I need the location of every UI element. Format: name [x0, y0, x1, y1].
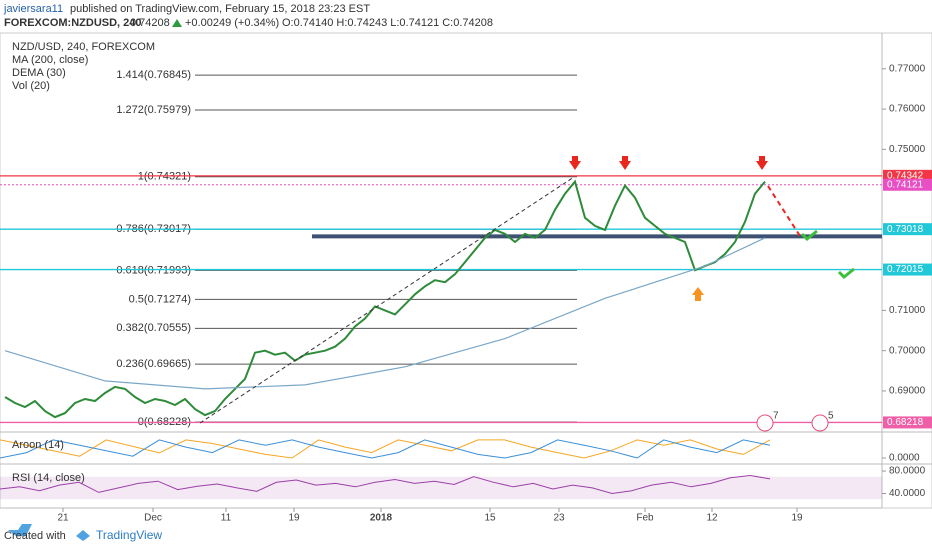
price-label: 0.74121 — [887, 179, 924, 190]
brand[interactable]: TradingView — [96, 528, 162, 542]
price-label-bg — [883, 178, 932, 191]
rsi-band — [0, 476, 882, 500]
event-count: 7 — [773, 411, 779, 422]
rsi-line — [0, 474, 771, 495]
red-arrows — [569, 156, 768, 170]
legend-entry: MA (200, close) — [12, 54, 88, 66]
logo — [76, 530, 90, 541]
price-label: 0.73018 — [887, 224, 924, 235]
price-label: 0.68218 — [887, 417, 924, 428]
price-line — [4, 179, 766, 419]
trend-line — [199, 176, 575, 424]
y-tick-label: 0.69000 — [889, 386, 926, 397]
event-icon — [811, 414, 829, 432]
y-tick-label: 0.71000 — [889, 305, 926, 316]
price-label-bg — [883, 263, 932, 276]
y-tick-label: 0.75000 — [889, 144, 926, 155]
ohlc: O:0.74140 H:0.74243 L:0.74121 C:0.74208 — [282, 17, 493, 29]
logo — [8, 524, 32, 536]
price-label: 0.74342 — [887, 170, 924, 181]
fib-label: 0.5(0.71274) — [129, 293, 191, 305]
fib-label: 1(0.74321) — [138, 171, 191, 183]
price-label-bg — [883, 223, 932, 236]
x-tick-label: Feb — [636, 513, 654, 524]
up-triangle — [172, 19, 182, 27]
arrow-down — [619, 156, 631, 170]
event-count: 5 — [828, 411, 834, 422]
y-tick-label: 0.76000 — [889, 104, 926, 115]
legend-entry: NZD/USD, 240, FOREXCOM — [12, 41, 155, 53]
fib-label: 0.382(0.70555) — [116, 322, 191, 334]
price-label-bg — [883, 416, 932, 429]
price-label: 0.72015 — [887, 264, 924, 275]
moving-average — [4, 237, 766, 390]
last-price: 0.74208 — [130, 17, 170, 29]
arrow-down — [569, 156, 581, 170]
x-tick-label: 12 — [706, 513, 718, 524]
rsi-title: RSI (14, close) — [12, 472, 85, 484]
aroon-line — [0, 439, 771, 459]
created-with: Created with — [4, 530, 66, 542]
aroon-line — [0, 439, 771, 459]
fib-label: 0.236(0.69665) — [116, 358, 191, 370]
x-tick-label: 15 — [484, 513, 496, 524]
x-tick-label: 23 — [553, 513, 565, 524]
check — [837, 267, 855, 280]
y-tick-label: 0.70000 — [889, 345, 926, 356]
fib-label: 1.272(0.75979) — [116, 104, 191, 116]
y-tick-label: 40.0000 — [889, 488, 926, 499]
fib-label: 0.618(0.71993) — [116, 264, 191, 276]
fib-label: 1.414(0.76845) — [116, 69, 191, 81]
x-tick-label: 11 — [221, 513, 232, 524]
arrow-down — [756, 156, 768, 170]
y-tick-label: 80.0000 — [889, 466, 926, 477]
y-tick-label: 0.77000 — [889, 63, 926, 74]
change: +0.00249 (+0.34%) — [185, 17, 279, 29]
projection — [767, 185, 801, 237]
legend-entry: DEMA (30) — [12, 67, 66, 79]
plot-layer: 0.69000 0.70000 0.71000 0.75000 0.76000 0.770… — [0, 63, 932, 524]
author[interactable]: javiersara11 — [3, 3, 63, 15]
x-tick-label: Dec — [144, 513, 162, 524]
aroon-title: Aroon (14) — [12, 439, 64, 451]
arrow-up — [692, 287, 704, 301]
x-tick-label: 2018 — [370, 513, 393, 524]
legend-entry: Vol (20) — [12, 80, 50, 92]
x-tick-label: 19 — [288, 513, 300, 524]
published: published on TradingView.com, February 1… — [70, 3, 370, 15]
x-tick-label: 21 — [57, 513, 69, 524]
y-tick-label: 0.0000 — [889, 453, 920, 464]
symbol: FOREXCOM:NZDUSD, 240 — [4, 17, 142, 29]
x-tick-label: 19 — [791, 513, 803, 524]
event-icon — [756, 414, 774, 432]
legend: NZD/USD, 240, FOREXCOM MA (200, close) D… — [12, 41, 155, 92]
check — [800, 229, 818, 242]
